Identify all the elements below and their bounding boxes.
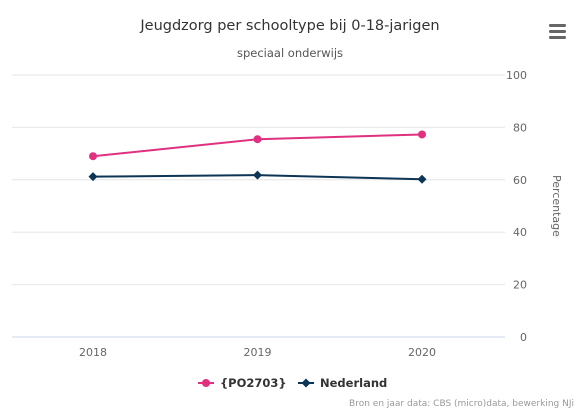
- x-tick-label: 2019: [244, 346, 272, 359]
- credits-text: Bron en jaar data: CBS (micro)data, bewe…: [349, 399, 574, 409]
- x-axis-ticks: 2018 2019 2020: [79, 346, 436, 359]
- legend-symbol-marker: [202, 379, 210, 387]
- y-tick-label: 100: [506, 69, 527, 82]
- y-axis-title: Percentage: [550, 175, 563, 237]
- data-point[interactable]: [253, 135, 262, 144]
- series: [88, 130, 427, 184]
- y-tick-label: 0: [520, 331, 527, 344]
- legend-symbol-marker: [301, 378, 311, 388]
- chart-subtitle: speciaal onderwijs: [237, 46, 343, 60]
- menu-button[interactable]: [544, 18, 572, 44]
- series-group: [89, 130, 426, 161]
- y-tick-label: 60: [513, 174, 527, 187]
- gridlines: [12, 74, 505, 286]
- legend-item[interactable]: {PO2703}: [198, 376, 287, 390]
- data-point[interactable]: [88, 172, 98, 182]
- y-tick-label: 20: [513, 279, 527, 292]
- series-group: [88, 170, 427, 184]
- data-point[interactable]: [418, 130, 426, 139]
- y-tick-label: 40: [513, 226, 527, 239]
- chart-title: Jeugdzorg per schooltype bij 0-18-jarige…: [139, 18, 439, 34]
- y-axis-ticks: 0 20 40 60 80 100: [506, 69, 527, 344]
- legend: {PO2703} Nederland: [198, 376, 387, 390]
- x-tick-label: 2018: [79, 346, 107, 359]
- legend-label: {PO2703}: [220, 376, 287, 390]
- x-tick-label: 2020: [408, 346, 436, 359]
- data-point[interactable]: [417, 174, 427, 184]
- data-point[interactable]: [89, 152, 97, 161]
- legend-item[interactable]: Nederland: [298, 376, 387, 390]
- legend-label: Nederland: [320, 376, 387, 390]
- hamburger-menu-icon: [549, 24, 566, 39]
- y-tick-label: 80: [513, 121, 527, 134]
- data-point[interactable]: [253, 170, 262, 180]
